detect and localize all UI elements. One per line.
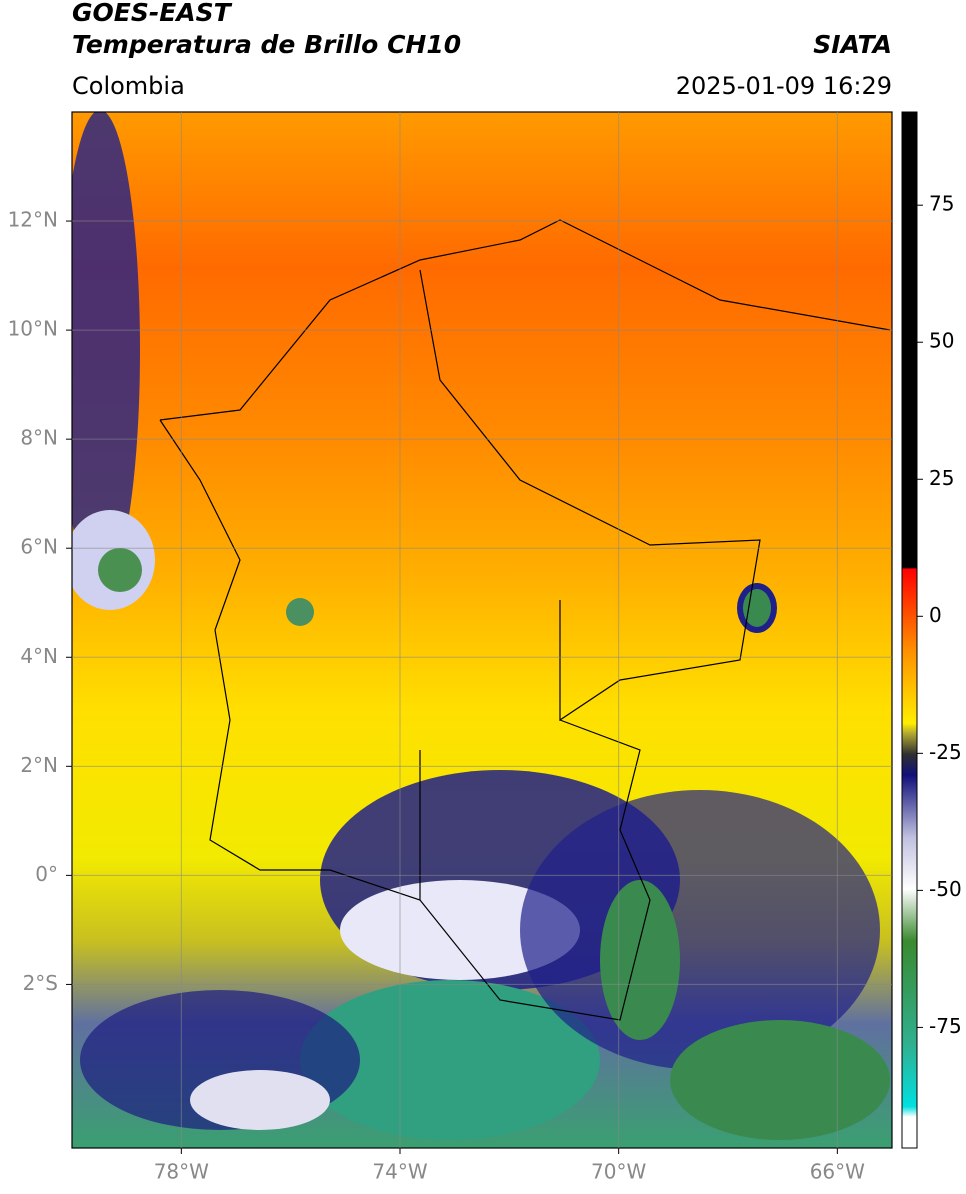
y-tick-label: 8°N bbox=[20, 426, 58, 450]
y-tick-label: 6°N bbox=[20, 535, 58, 559]
x-tick-label: 66°W bbox=[810, 1160, 865, 1184]
x-tick-label: 78°W bbox=[154, 1160, 209, 1184]
title: GOES-EAST bbox=[72, 0, 233, 27]
colorbar-tick-label: -75 bbox=[929, 1014, 962, 1038]
y-tick-label: 2°N bbox=[20, 753, 58, 777]
region: Colombia bbox=[72, 72, 185, 100]
colorbar-tick-label: 50 bbox=[929, 329, 954, 353]
subtitle: Temperatura de Brillo CH10 bbox=[72, 30, 461, 59]
y-tick-label: 10°N bbox=[8, 317, 58, 341]
x-tick-label: 70°W bbox=[591, 1160, 646, 1184]
colorbar-tick-label: 75 bbox=[929, 192, 954, 216]
colorbar bbox=[901, 111, 918, 1149]
map-frame bbox=[71, 111, 893, 1149]
y-tick-label: 12°N bbox=[8, 208, 58, 232]
imagery bbox=[72, 112, 892, 1148]
colorbar-tick-label: 0 bbox=[929, 603, 942, 627]
y-tick-label: 4°N bbox=[20, 644, 58, 668]
datetime: 2025-01-09 16:29 bbox=[676, 72, 892, 100]
colorbar-tick-label: -25 bbox=[929, 740, 962, 764]
y-tick-label: 0° bbox=[35, 862, 58, 886]
colorbar-tick-label: -50 bbox=[929, 877, 962, 901]
y-tick-label: 2°S bbox=[23, 971, 58, 995]
x-tick-label: 74°W bbox=[372, 1160, 427, 1184]
colorbar-tick-label: 25 bbox=[929, 466, 954, 490]
source: SIATA bbox=[813, 30, 892, 59]
